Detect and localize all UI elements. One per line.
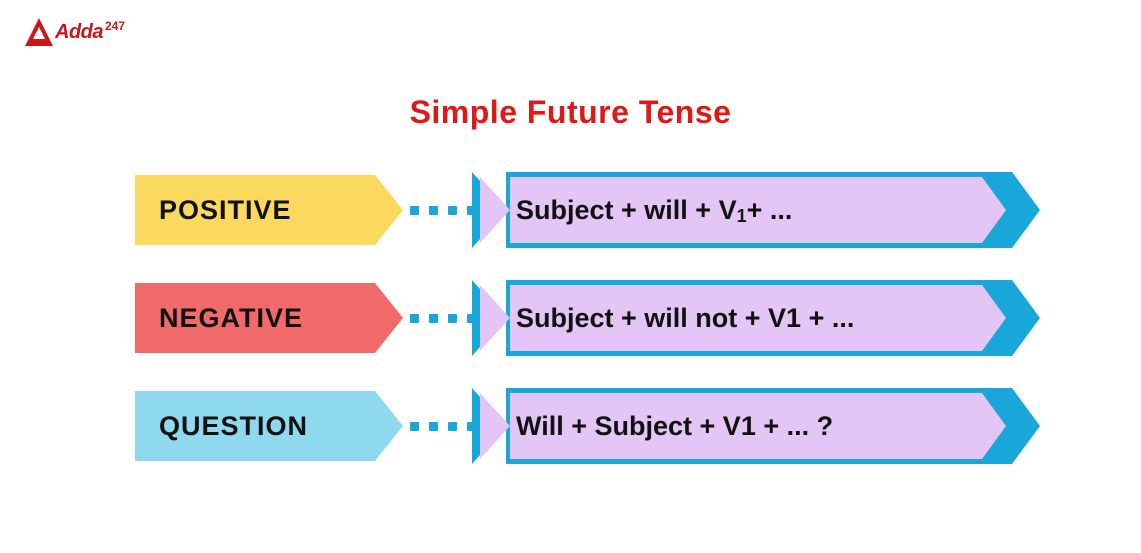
page-title: Simple Future Tense	[0, 94, 1141, 131]
logo-brand-text: Adda	[55, 21, 103, 44]
label-positive-text: POSITIVE	[159, 195, 292, 226]
formula-positive-text: Subject + will + V1 + ...	[510, 177, 982, 243]
row-question: QUESTION Will + Subject + V1 + ... ?	[135, 386, 1040, 466]
formula-negative-text: Subject + will not + V1 + ...	[510, 285, 982, 351]
label-negative-text: NEGATIVE	[159, 303, 303, 334]
brand-logo: Adda 247	[25, 18, 125, 46]
label-positive: POSITIVE	[135, 175, 375, 245]
label-question: QUESTION	[135, 391, 375, 461]
logo-exponent: 247	[105, 19, 125, 33]
row-negative: NEGATIVE Subject + will not + V1 + ...	[135, 278, 1040, 358]
formula-negative: Subject + will not + V1 + ...	[506, 280, 1040, 356]
formula-positive: Subject + will + V1 + ...	[506, 172, 1040, 248]
formula-question: Will + Subject + V1 + ... ?	[506, 388, 1040, 464]
formula-question-text: Will + Subject + V1 + ... ?	[510, 393, 982, 459]
logo-mark-icon	[25, 18, 53, 46]
label-negative: NEGATIVE	[135, 283, 375, 353]
formula-rows: POSITIVE Subject + will + V1 + ... NEGAT	[135, 170, 1040, 494]
label-question-text: QUESTION	[159, 411, 308, 442]
row-positive: POSITIVE Subject + will + V1 + ...	[135, 170, 1040, 250]
